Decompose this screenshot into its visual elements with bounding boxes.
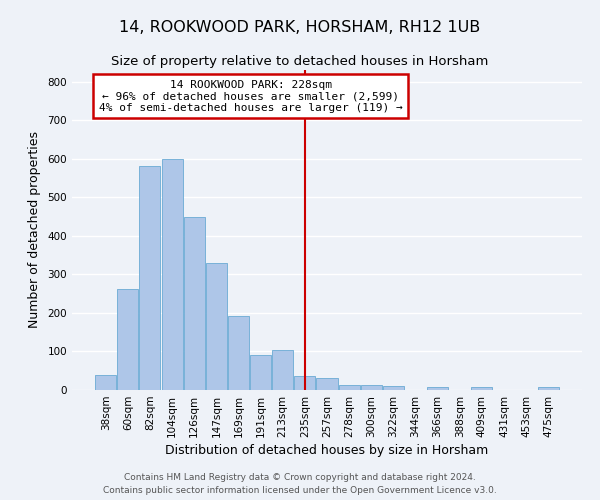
Bar [118,289,139,390]
Bar [361,385,382,390]
X-axis label: Distribution of detached houses by size in Horsham: Distribution of detached houses by size … [166,444,488,457]
Text: 14, ROOKWOOD PARK, HORSHAM, RH12 1UB: 14, ROOKWOOD PARK, HORSHAM, RH12 1UB [119,20,481,35]
Bar [338,385,359,390]
Y-axis label: Number of detached properties: Number of detached properties [28,132,41,328]
Bar [316,378,338,390]
Text: 14 ROOKWOOD PARK: 228sqm
← 96% of detached houses are smaller (2,599)
4% of semi: 14 ROOKWOOD PARK: 228sqm ← 96% of detach… [98,80,403,113]
Text: Size of property relative to detached houses in Horsham: Size of property relative to detached ho… [112,55,488,68]
Text: Contains public sector information licensed under the Open Government Licence v3: Contains public sector information licen… [103,486,497,495]
Bar [272,350,293,390]
Bar [161,158,182,390]
Bar [228,316,249,390]
Text: Contains HM Land Registry data © Crown copyright and database right 2024.: Contains HM Land Registry data © Crown c… [124,474,476,482]
Bar [295,376,316,390]
Bar [95,374,116,390]
Bar [184,216,205,390]
Bar [427,387,448,390]
Bar [250,356,271,390]
Bar [472,387,493,390]
Bar [383,386,404,390]
Bar [538,387,559,390]
Bar [139,166,160,390]
Bar [206,263,227,390]
